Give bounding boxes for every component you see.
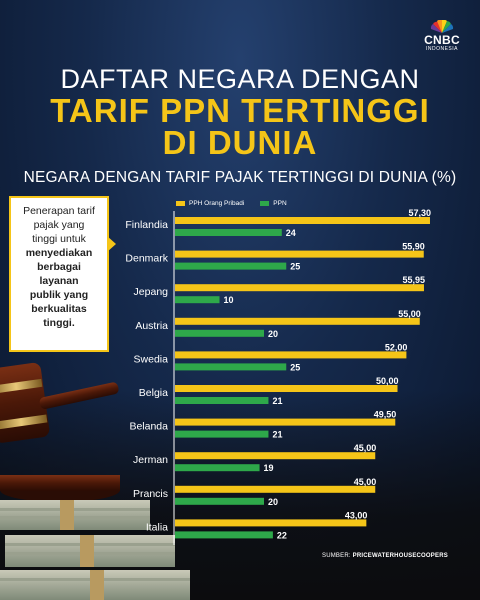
callout-bold-line: publik yang xyxy=(29,289,89,301)
bar-ppn xyxy=(175,531,273,539)
callout-bold-line: tinggi. xyxy=(43,317,75,329)
data-label-ppn: 25 xyxy=(290,362,300,372)
title-line-3: DI DUNIA xyxy=(162,124,318,161)
legend-label-pph: PPH Orang Pribadi xyxy=(189,200,245,207)
title-line-1: DAFTAR NEGARA DENGAN xyxy=(60,64,420,94)
data-label-pph: 55,95 xyxy=(402,275,425,285)
category-label: Italia xyxy=(146,521,168,533)
data-label-ppn: 21 xyxy=(272,396,282,406)
data-label-pph: 45,00 xyxy=(354,477,377,487)
bar-pph xyxy=(175,284,424,292)
data-label-ppn: 21 xyxy=(272,430,282,440)
data-label-pph: 52,00 xyxy=(385,342,408,352)
data-label-pph: 55,00 xyxy=(398,309,421,319)
bar-pph xyxy=(175,485,376,493)
bar-ppn xyxy=(175,464,260,472)
legend-item-pph: PPH Orang Pribadi xyxy=(176,200,244,207)
peacock-icon xyxy=(430,20,454,33)
bar-pph xyxy=(175,217,430,224)
callout-bold-line: berbagai xyxy=(37,261,81,273)
category-label: Finlandia xyxy=(125,219,168,231)
bar-ppn xyxy=(175,229,282,236)
callout-pointer xyxy=(107,236,116,252)
gavel-money-illustration xyxy=(0,362,190,600)
category-label: Belgia xyxy=(139,387,168,399)
bar-pph xyxy=(175,385,398,392)
data-label-pph: 55,90 xyxy=(402,242,425,252)
cnbc-logo: CNBC INDONESIA xyxy=(420,20,464,52)
callout-line: tinggi untuk xyxy=(32,233,86,245)
bar-ppn xyxy=(175,363,287,371)
data-label-pph: 43,00 xyxy=(345,510,368,520)
bar-ppn xyxy=(175,497,264,505)
callout-line: Penerapan tarif xyxy=(23,205,95,217)
data-label-pph: 49,50 xyxy=(374,410,397,420)
callout-bold-line: berkualitas xyxy=(31,303,87,315)
bar-pph xyxy=(175,250,424,258)
bar-ppn xyxy=(175,430,269,438)
bar-ppn xyxy=(175,329,264,337)
category-label: Swedia xyxy=(134,353,169,365)
bar-pph xyxy=(175,519,367,527)
data-label-pph: 50,00 xyxy=(376,376,399,386)
bar-pph xyxy=(175,452,376,460)
category-label: Denmark xyxy=(125,253,168,265)
bar-pph xyxy=(175,418,396,426)
callout-bold-line: layanan xyxy=(39,275,79,287)
data-label-ppn: 20 xyxy=(268,497,278,507)
category-label: Jerman xyxy=(133,454,168,466)
bar-ppn xyxy=(175,397,269,404)
category-label: Jepang xyxy=(134,286,169,298)
bar-ppn xyxy=(175,262,287,270)
data-label-ppn: 20 xyxy=(268,329,278,339)
data-label-ppn: 25 xyxy=(290,262,300,272)
legend-swatch-pph xyxy=(176,201,185,206)
legend-swatch-ppn xyxy=(260,201,270,206)
bar-ppn xyxy=(175,296,220,304)
bar-pph xyxy=(175,317,420,325)
data-label-ppn: 24 xyxy=(286,228,296,238)
chart-legend: PPH Orang Pribadi PPN xyxy=(176,200,287,207)
source-note: SUMBER: PRICEWATERHOUSECOOPERS xyxy=(322,553,448,559)
chart-title: NEGARA DENGAN TARIF PAJAK TERTINGGI DI D… xyxy=(23,169,457,186)
data-label-pph: 57,30 xyxy=(408,208,431,218)
source-name: PRICEWATERHOUSECOOPERS xyxy=(352,553,448,559)
category-label: Belanda xyxy=(129,421,168,433)
source-label: SUMBER: xyxy=(322,553,351,559)
data-label-ppn: 19 xyxy=(264,463,274,473)
callout-bold-line: menyediakan xyxy=(25,247,93,259)
callout-box: Penerapan tarif pajak yang tinggi untuk … xyxy=(9,196,109,352)
legend-item-ppn: PPN xyxy=(260,200,287,207)
bar-pph xyxy=(175,351,407,359)
legend-label-ppn: PPN xyxy=(273,200,287,207)
data-label-ppn: 22 xyxy=(277,530,287,540)
data-label-pph: 45,00 xyxy=(354,443,377,453)
title-line-2: TARIF PPN TERTINGGI xyxy=(50,92,430,129)
callout-line: pajak yang xyxy=(33,219,85,231)
category-label: Austria xyxy=(135,320,168,332)
data-label-ppn: 10 xyxy=(224,295,234,305)
category-label: Prancis xyxy=(133,488,168,500)
